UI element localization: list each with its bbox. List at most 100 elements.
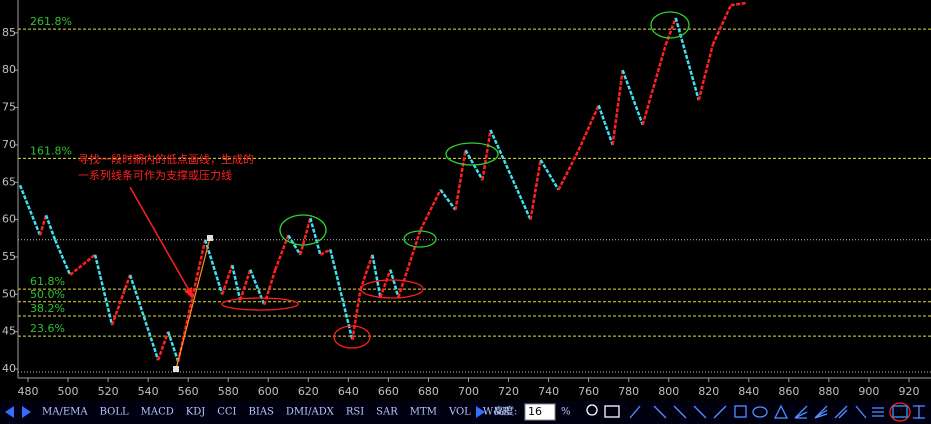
indicator-button[interactable]: CCI xyxy=(217,407,236,418)
price-segment xyxy=(309,217,322,256)
price-segment xyxy=(481,129,492,181)
indicator-button[interactable]: MA/EMA xyxy=(42,407,88,418)
price-segment xyxy=(557,149,580,191)
price-segment xyxy=(204,239,224,295)
fib-label: 50.0% xyxy=(30,288,65,301)
x-tick-label: 840 xyxy=(738,385,759,398)
price-segment xyxy=(53,239,72,276)
indicator-button[interactable]: KDJ xyxy=(186,407,206,418)
plot: 40 45 50 55 60 65 70 75 80 85 480 500 520 540 560 580 60… xyxy=(2,1,931,398)
ray-tool[interactable] xyxy=(653,405,667,419)
fib-label: 261.8% xyxy=(30,15,72,28)
price-segment xyxy=(156,331,170,361)
segment-tool[interactable] xyxy=(673,405,687,419)
anchor xyxy=(207,235,213,241)
price-segment xyxy=(371,254,382,298)
circle xyxy=(279,214,327,246)
circle xyxy=(445,142,499,166)
fib-retrace-tool[interactable] xyxy=(913,405,925,419)
line-tool[interactable] xyxy=(629,405,641,419)
scroll-right[interactable] xyxy=(22,406,31,418)
fib-tool[interactable] xyxy=(872,407,884,417)
annotation: 一系列线条可作为支撑或压力线 xyxy=(78,168,232,182)
price-segment xyxy=(664,17,677,46)
fib-fan-tool[interactable] xyxy=(834,405,848,419)
price-segment xyxy=(329,249,354,341)
price-segment xyxy=(730,1,746,7)
x-tick-label: 640 xyxy=(338,385,359,398)
cycle-tool[interactable] xyxy=(855,405,867,419)
arrow xyxy=(129,186,191,293)
triangle-tool[interactable] xyxy=(773,404,789,419)
price-segment xyxy=(110,274,132,326)
height-unit: % xyxy=(561,407,571,418)
gann-tool[interactable] xyxy=(814,405,828,419)
indicator-button[interactable]: DMI/ADX xyxy=(286,407,335,418)
percent-tool[interactable] xyxy=(892,405,908,418)
price-segment xyxy=(299,217,312,256)
toolbar-next[interactable] xyxy=(476,406,485,418)
fib-label: 61.8% xyxy=(30,275,65,288)
indicator-button[interactable]: BOLL xyxy=(100,407,129,418)
x-tick-label: 680 xyxy=(418,385,439,398)
fib-label: 23.6% xyxy=(30,322,65,335)
fan-tool[interactable] xyxy=(794,405,808,419)
indicator-button[interactable]: MACD xyxy=(141,407,174,418)
y-tick-label: 70 xyxy=(2,138,16,151)
y-tick-label: 60 xyxy=(2,213,16,226)
arrow-tool[interactable] xyxy=(693,405,707,419)
price-segment xyxy=(44,214,57,241)
indicator-button[interactable]: W&R xyxy=(483,407,510,418)
x-tick-label: 520 xyxy=(98,385,119,398)
x-tick-label: 560 xyxy=(178,385,199,398)
parallel-tool[interactable] xyxy=(713,405,727,419)
price-segment xyxy=(711,4,732,46)
rect-tool[interactable] xyxy=(734,405,747,418)
height-value[interactable]: 16 xyxy=(528,405,542,418)
arrow-head xyxy=(184,287,193,299)
x-tick-label: 740 xyxy=(538,385,559,398)
indicator-button[interactable]: MTM xyxy=(410,407,437,418)
select-tool[interactable] xyxy=(604,405,620,418)
ellipse-tool[interactable] xyxy=(752,406,768,418)
price-segment xyxy=(641,44,667,126)
price-segment xyxy=(274,234,290,271)
price-segment xyxy=(439,189,457,211)
circle xyxy=(650,11,690,39)
x-tick-label: 580 xyxy=(218,385,239,398)
circle xyxy=(403,230,437,248)
price-segment xyxy=(397,229,422,298)
anchor xyxy=(173,366,179,372)
price-segment xyxy=(379,269,392,298)
active-highlight xyxy=(889,402,911,422)
price-segment xyxy=(263,269,277,306)
trend-line xyxy=(175,237,211,370)
indicator-button[interactable]: SAR xyxy=(376,407,398,418)
fib-label: 38.2% xyxy=(30,302,65,315)
price-segment xyxy=(287,234,302,256)
price-segment xyxy=(577,104,600,151)
y-tick-label: 75 xyxy=(2,101,16,114)
y-tick-label: 65 xyxy=(2,175,16,188)
height-label: 高度: xyxy=(494,405,517,418)
price-segment xyxy=(419,189,442,231)
x-tick-label: 780 xyxy=(618,385,639,398)
x-tick-label: 480 xyxy=(18,385,39,398)
annotation: 寻找一段时期内的低点画线，生成的 xyxy=(78,152,254,166)
y-tick-label: 45 xyxy=(2,325,16,338)
x-tick-label: 880 xyxy=(818,385,839,398)
price-segment xyxy=(18,184,42,236)
x-tick-label: 800 xyxy=(658,385,679,398)
price-segment xyxy=(231,264,242,301)
scroll-left[interactable] xyxy=(5,406,14,418)
indicator-button[interactable]: VOL xyxy=(448,407,471,418)
price-segment xyxy=(674,17,700,101)
x-tick-label: 660 xyxy=(378,385,399,398)
price-segment xyxy=(351,289,362,341)
x-tick-label: 720 xyxy=(498,385,519,398)
height-input[interactable] xyxy=(524,403,556,421)
x-tick-label: 620 xyxy=(298,385,319,398)
zoom-tool[interactable] xyxy=(586,404,598,416)
indicator-button[interactable]: RSI xyxy=(346,407,364,418)
indicator-button[interactable]: BIAS xyxy=(249,407,275,418)
